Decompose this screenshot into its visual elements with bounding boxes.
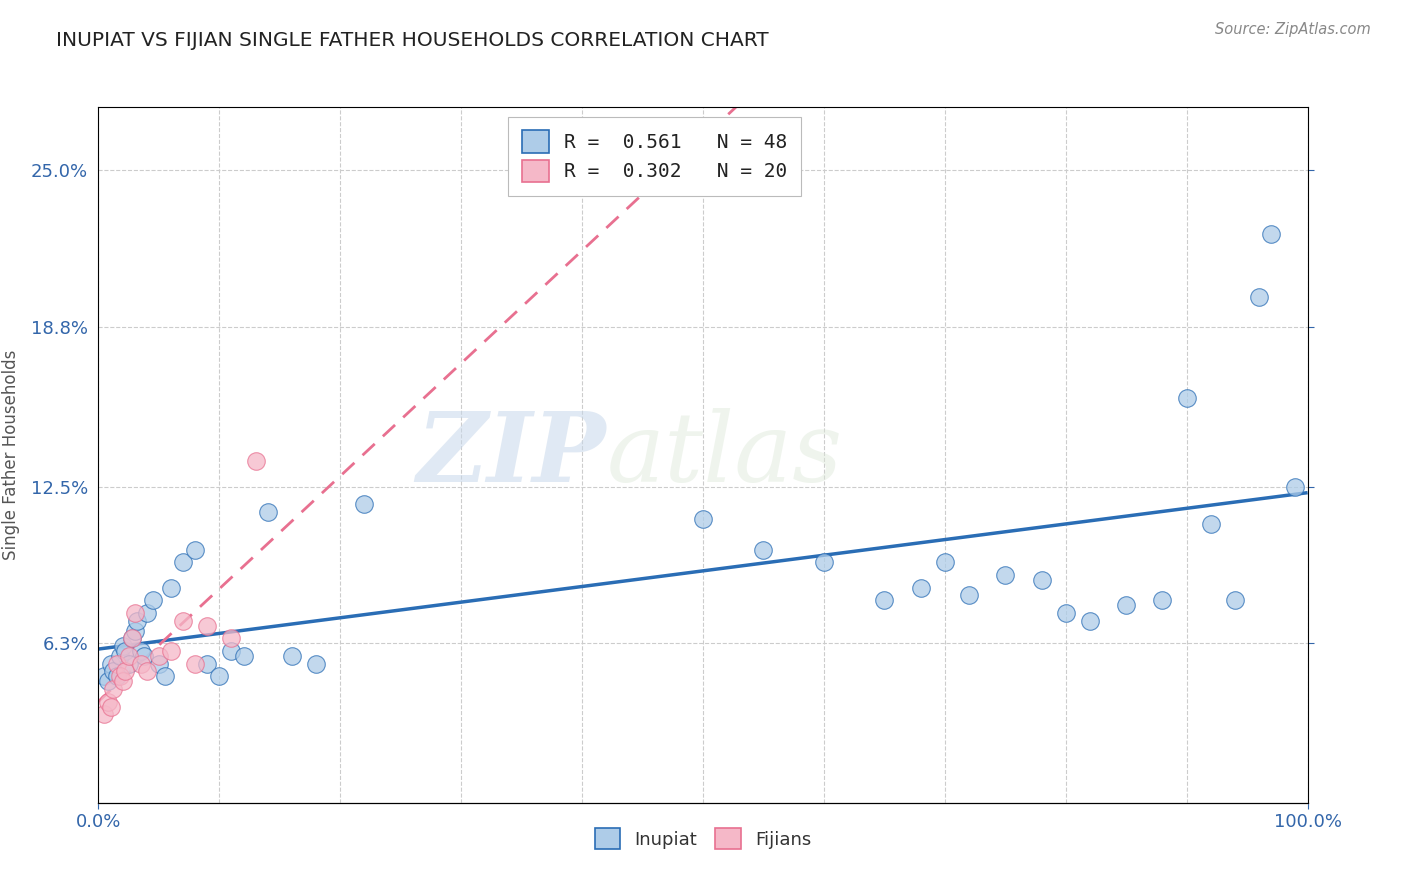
Point: [153, 669, 176, 683]
Point: [813, 556, 835, 570]
Point: [1284, 479, 1306, 493]
Point: [873, 593, 896, 607]
Point: [124, 606, 146, 620]
Point: [994, 568, 1017, 582]
Point: [1054, 606, 1077, 620]
Point: [1031, 573, 1053, 587]
Point: [353, 497, 375, 511]
Point: [305, 657, 328, 671]
Point: [100, 657, 122, 671]
Point: [148, 657, 170, 671]
Point: [93, 707, 115, 722]
Point: [1199, 517, 1222, 532]
Point: [135, 665, 157, 679]
Point: [124, 624, 146, 638]
Point: [134, 648, 156, 663]
Point: [1175, 391, 1198, 405]
Point: [118, 657, 141, 671]
Point: [221, 632, 243, 646]
Point: [160, 644, 183, 658]
Point: [111, 639, 134, 653]
Y-axis label: Single Father Households: Single Father Households: [1, 350, 20, 560]
Point: [114, 644, 136, 658]
Point: [97, 695, 120, 709]
Point: [281, 648, 304, 663]
Point: [184, 657, 207, 671]
Point: [105, 657, 128, 671]
Point: [142, 593, 165, 607]
Point: [108, 648, 131, 663]
Point: [245, 454, 267, 468]
Point: [121, 632, 143, 646]
Point: [97, 674, 120, 689]
Point: [692, 512, 714, 526]
Point: [108, 669, 131, 683]
Point: [934, 556, 956, 570]
Point: [105, 669, 128, 683]
Point: [1115, 599, 1137, 613]
Point: [100, 699, 122, 714]
Point: [195, 657, 218, 671]
Point: [121, 632, 143, 646]
Point: [127, 614, 149, 628]
Point: [172, 614, 194, 628]
Point: [93, 669, 115, 683]
Point: [1249, 290, 1271, 304]
Point: [752, 542, 775, 557]
Point: [957, 588, 980, 602]
Point: [195, 618, 218, 632]
Text: ZIP: ZIP: [416, 408, 606, 502]
Point: [135, 606, 157, 620]
Point: [148, 648, 170, 663]
Point: [160, 581, 183, 595]
Point: [101, 681, 124, 696]
Point: [118, 648, 141, 663]
Point: [208, 669, 231, 683]
Point: [1223, 593, 1246, 607]
Text: Source: ZipAtlas.com: Source: ZipAtlas.com: [1215, 22, 1371, 37]
Text: INUPIAT VS FIJIAN SINGLE FATHER HOUSEHOLDS CORRELATION CHART: INUPIAT VS FIJIAN SINGLE FATHER HOUSEHOL…: [56, 31, 769, 50]
Point: [172, 556, 194, 570]
Point: [114, 665, 136, 679]
Point: [111, 674, 134, 689]
Point: [184, 542, 207, 557]
Point: [232, 648, 254, 663]
Point: [129, 644, 152, 658]
Point: [1260, 227, 1282, 241]
Point: [101, 665, 124, 679]
Point: [910, 581, 932, 595]
Point: [129, 657, 152, 671]
Legend: Inupiat, Fijians: Inupiat, Fijians: [588, 822, 818, 856]
Text: atlas: atlas: [606, 408, 842, 502]
Point: [1152, 593, 1174, 607]
Point: [1078, 614, 1101, 628]
Point: [256, 505, 278, 519]
Point: [221, 644, 243, 658]
